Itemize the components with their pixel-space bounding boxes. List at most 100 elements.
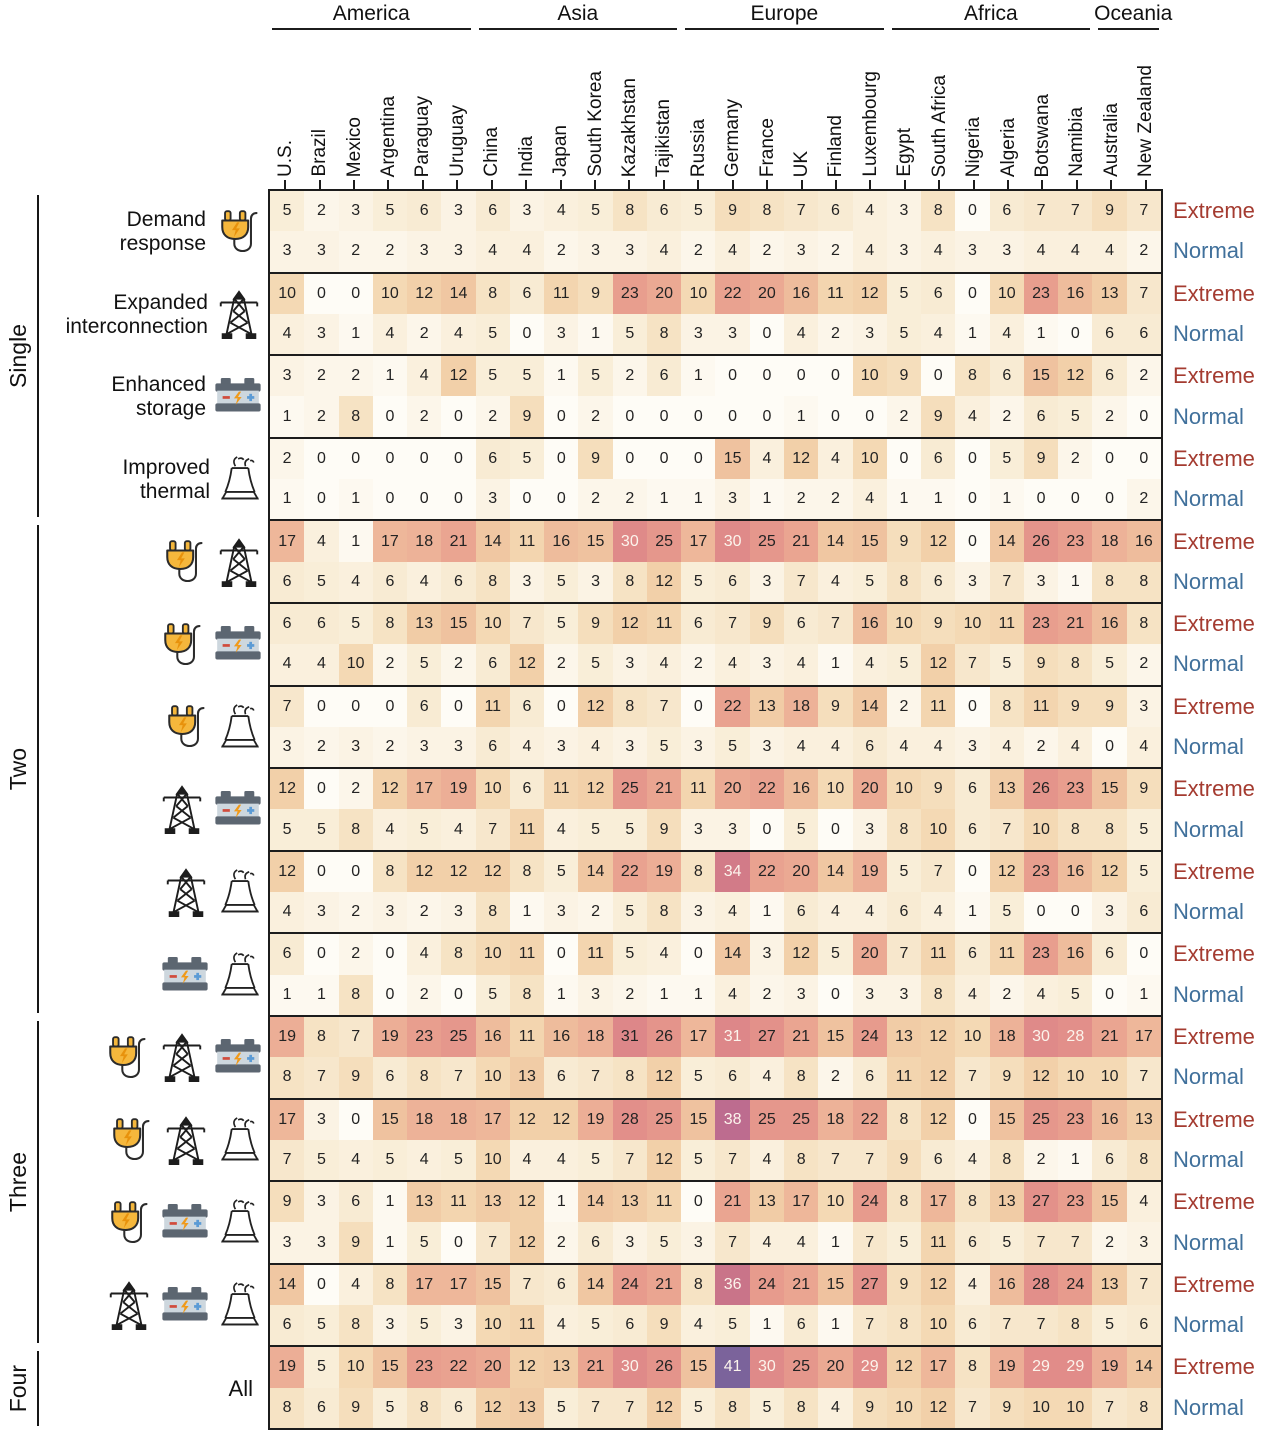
axis-tick-cell (543, 177, 577, 189)
continent-underline (891, 28, 1091, 30)
heatmap-cell-south-korea-normal: 5 (578, 809, 613, 850)
heatmap-cell-luxembourg-extreme: 12 (852, 273, 887, 314)
normal-row: 5 5 8 4 5 4 7 11 4 5 5 9 3 3 0 5 0 3 8 10 6 7 10 8 8 5 (270, 809, 1161, 850)
extreme-label: Extreme (1173, 528, 1255, 554)
heatmap-cell-india-normal: 4 (509, 726, 545, 768)
heatmap-cell-germany-extreme: 41 (715, 1347, 750, 1388)
axis-tick (318, 180, 321, 189)
heatmap-cell-japan-extreme: 4 (544, 191, 579, 232)
country-row: U.S. Brazil Mexico Argentina Paraguay Uruguay… (268, 30, 1163, 177)
heatmap-cell-australia-extreme: 15 (1092, 769, 1127, 810)
heatmap-cell-south-korea-extreme: 5 (578, 191, 613, 232)
heatmap-cell-japan-extreme: 5 (544, 603, 579, 645)
heatmap-cell-paraguay-extreme: 12 (407, 851, 442, 893)
strategy-block: Expanded interconnection 10 0 0 10 12 14 8 6 11 9 2… (0, 273, 1269, 357)
group-bracket (37, 195, 39, 518)
heatmap-cell-uk-extreme: 6 (784, 603, 819, 645)
heatmap-cell-australia-normal: 0 (1092, 479, 1127, 520)
normal-label: Normal (1173, 1064, 1244, 1090)
heatmap-cell-namibia-normal: 5 (1058, 396, 1093, 437)
heatmap-cell-india-extreme: 11 (509, 934, 545, 975)
heatmap-cell-france-normal: 3 (749, 644, 785, 685)
heatmap-cell-new-zealand-normal: 0 (1126, 396, 1161, 437)
heatmap-cell-nigeria-extreme: 0 (955, 1099, 990, 1140)
heatmap-cell-algeria-extreme: 11 (989, 934, 1024, 975)
heatmap-cell-egypt-extreme: 8 (886, 1099, 922, 1140)
heatmap-cell-finland-normal: 4 (818, 1387, 853, 1428)
heatmap-cell-germany-normal: 4 (715, 644, 750, 685)
heatmap-cell-australia-normal: 3 (1092, 892, 1127, 933)
thermal-plant-icon (217, 702, 263, 754)
heatmap-cell-uk-extreme: 16 (784, 273, 819, 314)
heatmap-cell-france-extreme: 22 (749, 769, 785, 810)
heatmap-cell-new-zealand-extreme: 4 (1126, 1182, 1161, 1223)
heatmap-cell-brazil-extreme: 2 (304, 191, 339, 232)
heatmap-cell-australia-normal: 2 (1092, 1222, 1127, 1263)
normal-label: Normal (1173, 734, 1244, 759)
heatmap-cell-china-normal: 7 (475, 1222, 510, 1263)
heatmap-cell-luxembourg-extreme: 20 (852, 934, 887, 975)
heatmap-cell-algeria-extreme: 16 (989, 1264, 1024, 1306)
normal-label: Normal (1173, 651, 1244, 677)
heatmap-cell-india-extreme: 5 (509, 356, 545, 397)
country-label: U.S. (274, 140, 296, 177)
row-group-four: Four All 19 5 10 15 23 22 20 12 13 21 30 26 15 41 30 25 20… (0, 1347, 1269, 1430)
heatmap-cell-egypt-normal: 5 (886, 644, 922, 685)
heatmap-cell-luxembourg-extreme: 10 (852, 356, 887, 397)
heatmap-cell-uruguay-extreme: 3 (441, 191, 476, 232)
heatmap-cell-australia-extreme: 13 (1092, 1264, 1127, 1306)
heatmap-cell-argentina-extreme: 5 (372, 191, 408, 232)
heatmap-cell-india-extreme: 5 (509, 438, 545, 480)
heatmap-cell-namibia-normal: 7 (1058, 1222, 1093, 1263)
heatmap-cell-paraguay-extreme: 18 (407, 1099, 442, 1140)
heatmap-cell-japan-normal: 3 (544, 313, 579, 355)
heatmap-cell-south-korea-normal: 4 (578, 726, 613, 768)
country-label: Finland (825, 114, 847, 177)
heatmap-cell-china-extreme: 10 (475, 934, 510, 975)
heatmap-cell-nigeria-extreme: 8 (955, 1347, 990, 1388)
heatmap-cell-luxembourg-extreme: 29 (852, 1347, 887, 1388)
condition-labels: Extreme Normal (1163, 934, 1265, 1017)
heatmap-cell-brazil-extreme: 8 (304, 1016, 339, 1058)
heatmap-cell-india-extreme: 6 (509, 273, 545, 314)
heatmap-cell-algeria-normal: 7 (989, 809, 1024, 850)
heatmap-cell-russia-normal: 3 (681, 313, 716, 355)
country-label: Mexico (343, 116, 365, 177)
continent-underline (478, 28, 678, 30)
heatmap-cell-brazil-extreme: 6 (304, 603, 339, 645)
storage-battery-icon (160, 1287, 210, 1325)
heatmap-cell-uk-normal: 4 (784, 644, 819, 685)
heatmap-cell-new-zealand-normal: 7 (1126, 1057, 1161, 1098)
heatmap-cell-brazil-normal: 5 (304, 561, 339, 602)
heatmap-cell-botswana-normal: 7 (1023, 1305, 1059, 1346)
heatmap-cell-u-s-extreme: 7 (270, 686, 305, 727)
axis-tick (628, 180, 631, 189)
heatmap-cell-paraguay-extreme: 4 (407, 934, 442, 975)
country-header-finland: Finland (819, 30, 853, 177)
heatmap-cell-uruguay-normal: 6 (441, 561, 476, 602)
heatmap-cell-russia-extreme: 15 (681, 1347, 716, 1388)
group-bracket (37, 525, 39, 1013)
heatmap-cell-germany-extreme: 21 (715, 1182, 750, 1223)
group-label-two: Two (2, 521, 34, 1017)
heatmap-cell-uruguay-normal: 3 (441, 892, 476, 933)
heatmap-cell-uk-normal: 6 (784, 892, 819, 933)
heatmap-cell-algeria-extreme: 12 (989, 851, 1024, 893)
heatmap-cell-egypt-extreme: 7 (886, 934, 922, 975)
country-label: China (481, 127, 503, 177)
heatmap-cell-namibia-normal: 0 (1058, 313, 1093, 355)
heatmap-cell-uk-normal: 8 (784, 1057, 819, 1098)
heatmap-cell-tajikistan-extreme: 6 (646, 191, 682, 232)
country-header-south-africa: South Africa (922, 30, 956, 177)
country-label: Germany (722, 98, 744, 177)
heatmap-cell-mexico-normal: 4 (338, 561, 373, 602)
storage-battery-icon (213, 1039, 263, 1077)
heatmap-cell-luxembourg-normal: 0 (852, 396, 887, 437)
heatmap-cell-france-normal: 4 (749, 1222, 785, 1263)
heatmap-cell-australia-normal: 10 (1092, 1057, 1127, 1098)
heatmap-cell-uk-extreme: 21 (784, 1264, 819, 1306)
heatmap-cell-egypt-normal: 8 (886, 1305, 922, 1346)
row-group-two: Two 17 4 1 17 18 21 14 11 16 15 30 25 17 30 25 21 14 15 9 1… (0, 521, 1269, 1017)
axis-tick (766, 180, 769, 189)
axis-tick-cell (681, 177, 715, 189)
